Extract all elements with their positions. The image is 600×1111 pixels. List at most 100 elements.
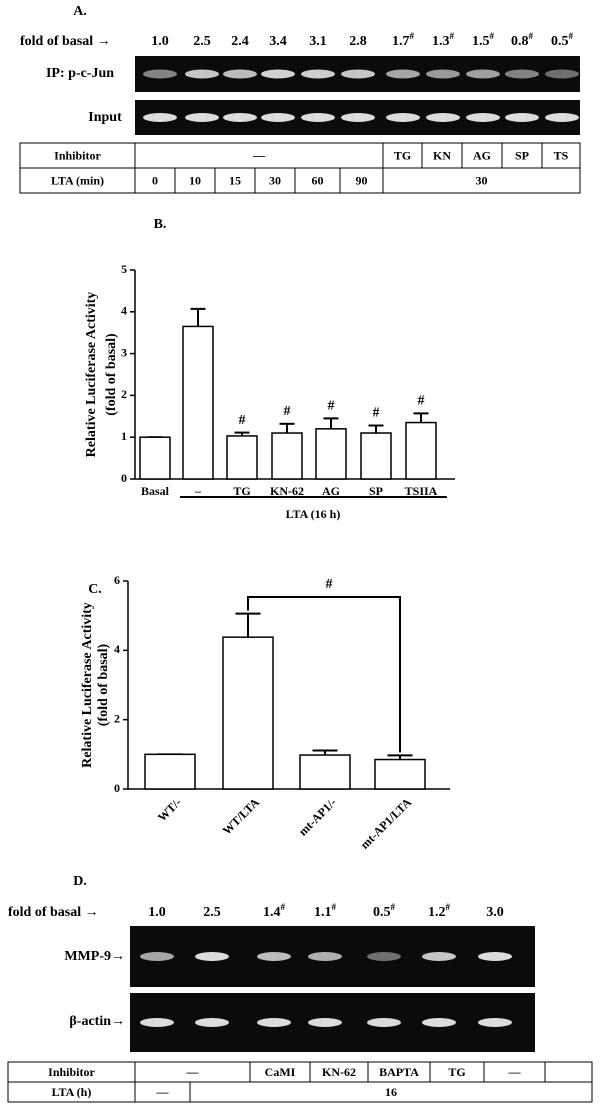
- gel-band: [185, 69, 219, 79]
- table-cell: AG: [473, 148, 491, 162]
- y-axis-label: (fold of basal): [104, 333, 119, 416]
- gel-band: [195, 952, 229, 961]
- bar: [226, 435, 258, 480]
- table-cell: 0: [152, 173, 158, 187]
- comparison-bracket: [247, 596, 401, 753]
- fold-number: 3.0: [486, 905, 504, 920]
- fold-number: 3.4: [269, 34, 287, 49]
- fold-number: 2.8: [349, 34, 367, 49]
- gel-band: [426, 69, 460, 79]
- table-cell: KN-62: [322, 1065, 356, 1079]
- table-cell: —: [508, 1065, 522, 1079]
- fold-value: 0.5#: [551, 31, 574, 49]
- table-cell: —: [156, 1085, 170, 1099]
- gel-band: [143, 113, 177, 122]
- gel-band: [466, 113, 500, 122]
- y-axis-label: Relative Luciferase Activity: [84, 292, 99, 458]
- fold-mark: #: [490, 31, 495, 41]
- fold-value: 3.0: [486, 905, 504, 920]
- table-cell: TG: [394, 148, 411, 162]
- bar: [182, 325, 214, 480]
- table-cell: —: [252, 148, 266, 162]
- y-axis-label: Relative Luciferase Activity: [80, 602, 95, 768]
- significance-mark: #: [328, 399, 335, 414]
- gel-band: [466, 69, 500, 79]
- table-cell: BAPTA: [379, 1065, 419, 1079]
- table-cell: KN: [433, 148, 451, 162]
- fold-mark: #: [529, 31, 534, 41]
- y-tick-label: 3: [121, 345, 127, 359]
- gel-band: [140, 1018, 174, 1027]
- fold-mark: #: [391, 902, 396, 912]
- gel-band: [422, 1018, 456, 1027]
- gel-band: [143, 69, 177, 79]
- gel-band: [257, 1018, 291, 1027]
- table-row: [7, 1081, 593, 1103]
- x-tick-label: AG: [322, 484, 340, 498]
- y-tick-label: 5: [121, 262, 127, 276]
- table-row-header: Inhibitor: [48, 1065, 95, 1079]
- fold-value: 2.5: [193, 34, 211, 49]
- table-row: [7, 1061, 593, 1083]
- fold-number: 0.8: [511, 34, 529, 49]
- y-tick-label: 0: [121, 471, 127, 485]
- table-row-header: LTA (h): [52, 1085, 92, 1099]
- gel-band: [386, 113, 420, 122]
- table-row: [19, 167, 581, 194]
- fold-value: 0.8#: [511, 31, 534, 49]
- gel-band: [545, 113, 579, 122]
- significance-mark: #: [284, 404, 291, 419]
- y-tick-label: 2: [114, 711, 120, 725]
- fold-mark: #: [332, 902, 337, 912]
- x-tick-label: –: [194, 484, 202, 498]
- x-tick-label: WT/-: [155, 795, 184, 824]
- gel-band: [140, 952, 174, 961]
- gel-label: Input: [88, 110, 122, 125]
- gel-band: [341, 69, 375, 79]
- fold-number: 1.2: [428, 905, 446, 920]
- gel-band: [478, 1018, 512, 1027]
- gel-band: [367, 952, 401, 961]
- fold-number: 1.4: [263, 905, 281, 920]
- y-tick-label: 4: [121, 304, 127, 318]
- comparison-label: #: [326, 577, 333, 592]
- fold-value: 1.1#: [314, 902, 337, 920]
- bar: [374, 758, 426, 790]
- gel-band: [195, 1018, 229, 1027]
- fold-number: 1.0: [148, 905, 166, 920]
- fold-value: 1.0: [148, 905, 166, 920]
- table-row: [19, 142, 581, 169]
- panel-label: D.: [73, 874, 87, 889]
- panel-label: A.: [73, 4, 87, 19]
- bar: [360, 432, 392, 480]
- fold-value: 2.5: [203, 905, 221, 920]
- x-tick-label: WT/LTA: [220, 795, 263, 838]
- table-cell: SP: [515, 148, 529, 162]
- fold-value: 2.4: [231, 34, 249, 49]
- gel-band: [223, 69, 257, 79]
- fold-number: 1.3: [432, 34, 450, 49]
- fold-number: 0.5: [373, 905, 391, 920]
- significance-mark: #: [418, 394, 425, 409]
- gel-label: MMP-9→: [64, 949, 125, 964]
- fold-mark: #: [446, 902, 451, 912]
- gel-label: β-actin→: [69, 1014, 125, 1029]
- gel-band: [308, 952, 342, 961]
- fold-value: 2.8: [349, 34, 367, 49]
- y-tick-label: 0: [114, 781, 120, 795]
- fold-mark: #: [450, 31, 455, 41]
- gel-band: [308, 1018, 342, 1027]
- gel-band: [367, 1018, 401, 1027]
- fold-mark: #: [281, 902, 286, 912]
- fold-value: 0.5#: [373, 902, 396, 920]
- fold-label: fold of basal →: [20, 34, 111, 49]
- y-tick-label: 2: [121, 387, 127, 401]
- fold-number: 0.5: [551, 34, 569, 49]
- gel-band: [301, 113, 335, 122]
- table-cell: 30: [269, 173, 281, 187]
- significance-mark: #: [239, 413, 246, 428]
- fold-value: 3.1: [309, 34, 327, 49]
- gel-band: [386, 69, 420, 79]
- gel-band: [257, 952, 291, 961]
